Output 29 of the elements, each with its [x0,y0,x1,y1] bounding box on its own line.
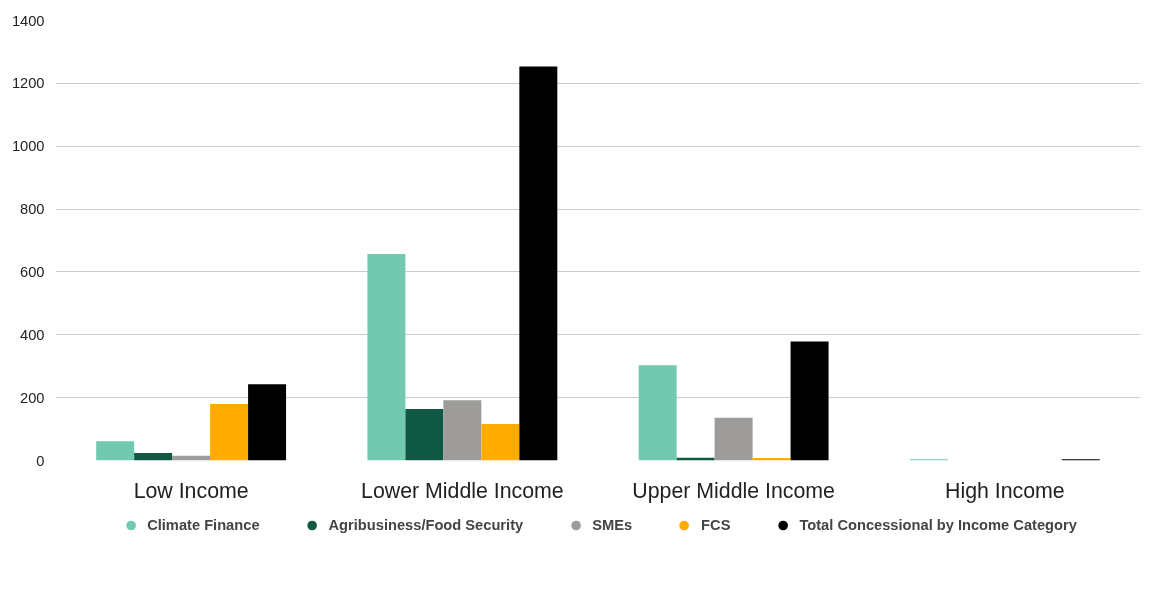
legend-label: FCS [701,517,731,533]
x-tick-label: High Income [945,478,1065,503]
bar [134,452,173,461]
bar [96,441,135,461]
x-tick-label: Low Income [133,478,249,503]
y-tick-label: 800 [20,201,45,218]
legend-label: SMEs [592,517,633,533]
bar [367,254,406,461]
y-tick-label: 400 [20,326,45,343]
bar [405,408,444,461]
bar [638,365,677,461]
bar [210,403,249,461]
bar [481,424,520,461]
legend-label: Climate Finance [147,517,260,533]
bar [714,417,753,461]
legend-label: Agribusiness/Food Security [328,517,524,533]
x-tick-label: Lower Middle Income [361,478,564,503]
y-tick-label: 600 [20,263,45,280]
y-tick-label: 1200 [11,75,45,92]
y-tick-label: 1400 [11,12,45,29]
bar [790,341,829,461]
bar [443,400,482,461]
x-tick-label: Upper Middle Income [632,478,835,503]
legend-label: Total Concessional by Income Category [799,517,1077,533]
y-tick-label: 0 [36,452,45,469]
bar [519,66,558,461]
y-tick-label: 200 [20,389,45,406]
bar [248,384,287,461]
y-tick-label: 1000 [11,138,45,155]
